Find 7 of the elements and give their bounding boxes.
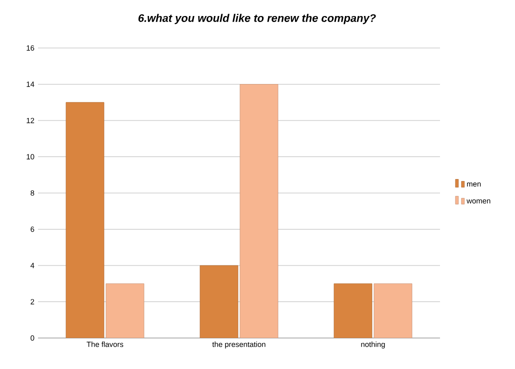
bar bbox=[106, 283, 144, 338]
bar bbox=[334, 283, 372, 338]
bar bbox=[200, 265, 238, 338]
bar bbox=[66, 102, 104, 338]
chart-title: 6.what you would like to renew the company? bbox=[138, 14, 376, 24]
bar bbox=[240, 84, 278, 338]
bar bbox=[374, 283, 412, 338]
